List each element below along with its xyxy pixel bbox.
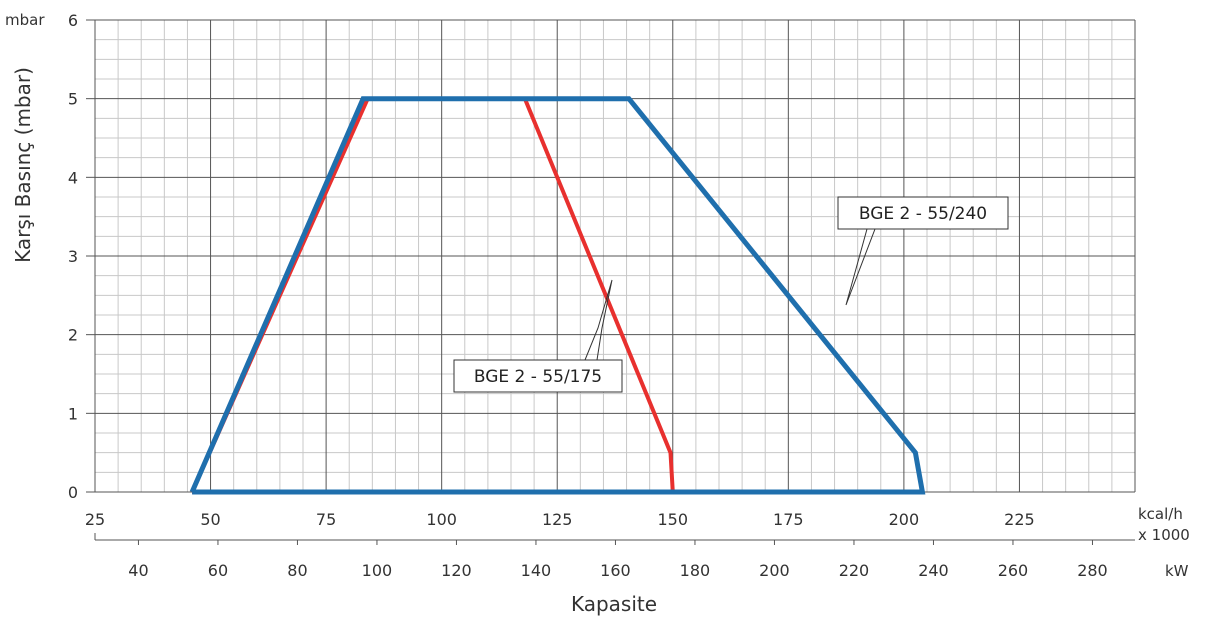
y-tick-label: 5	[68, 90, 78, 109]
x-kw-tick-label: 180	[680, 561, 711, 580]
x-kw-tick-label: 160	[600, 561, 631, 580]
x-kw-tick-label: 240	[918, 561, 949, 580]
x-kw-tick-label: 120	[441, 561, 472, 580]
x-unit-kcal-multiplier: x 1000	[1138, 526, 1190, 544]
x-kcal-tick-label: 100	[426, 510, 457, 529]
x-kw-tick-label: 280	[1077, 561, 1108, 580]
callout-leader-2	[845, 228, 876, 306]
y-tick-label: 3	[68, 247, 78, 266]
callout-box-1	[453, 359, 623, 393]
x-kw-tick-label: 200	[759, 561, 790, 580]
y-tick-label: 4	[68, 168, 78, 187]
y-tick-label: 6	[68, 11, 78, 30]
series-callouts: BGE 2 - 55/175 BGE 2 - 55/240	[453, 196, 1009, 393]
x-axis-title: Kapasite	[571, 592, 657, 616]
x-kw-tick-label: 80	[287, 561, 307, 580]
x-kcal-tick-label: 200	[889, 510, 920, 529]
axes	[86, 19, 1135, 545]
x-kw-tick-label: 40	[128, 561, 148, 580]
x-kcal-tick-label: 125	[542, 510, 573, 529]
y-tick-label: 0	[68, 483, 78, 502]
callout-box-2	[837, 196, 1009, 230]
x-kcal-tick-label: 25	[85, 510, 105, 529]
x-kw-tick-label: 260	[998, 561, 1029, 580]
y-tick-label: 2	[68, 326, 78, 345]
x-kcal-tick-label: 225	[1004, 510, 1035, 529]
x-kw-tick-label: 140	[521, 561, 552, 580]
callout-leader-1	[584, 279, 613, 361]
series-lines	[189, 96, 926, 495]
y-tick-label: 1	[68, 404, 78, 423]
x-kw-tick-label: 220	[839, 561, 870, 580]
x-kcal-tick-label: 75	[316, 510, 336, 529]
series-line-2	[189, 96, 926, 495]
x-unit-kw: kW	[1165, 562, 1189, 580]
y-unit-label: mbar	[5, 11, 45, 29]
callout-label-1: BGE 2 - 55/175	[474, 367, 602, 387]
major-gridlines	[94, 19, 1136, 493]
x-kw-tick-label: 100	[362, 561, 393, 580]
x-kcal-tick-label: 150	[658, 510, 689, 529]
x-kw-tick-label: 60	[208, 561, 228, 580]
x-kcal-tick-label: 50	[200, 510, 220, 529]
callout-label-2: BGE 2 - 55/240	[859, 204, 987, 224]
tick-labels: 0 1 2 3 4 5 6 25 50 75 100 125 150 175 200 225 40 60 80 100…	[68, 11, 1108, 580]
y-axis-title: Karşı Basınç (mbar)	[11, 67, 35, 263]
x-kcal-tick-label: 175	[773, 510, 804, 529]
x-unit-kcal: kcal/h	[1138, 505, 1183, 523]
